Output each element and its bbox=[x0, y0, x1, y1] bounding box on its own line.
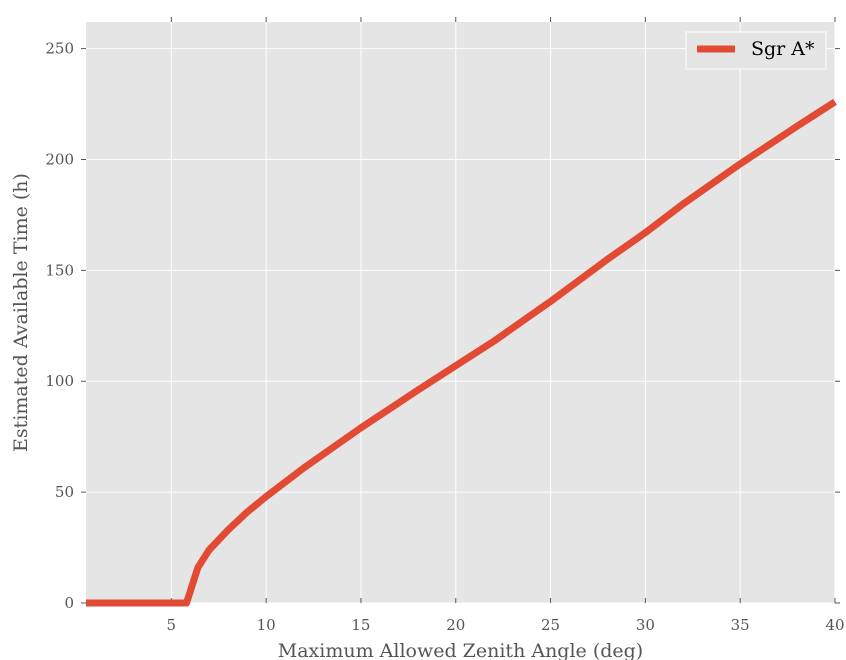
x-tick-label: 35 bbox=[731, 616, 750, 634]
x-tick-label: 20 bbox=[446, 616, 465, 634]
x-tick-label: 30 bbox=[636, 616, 655, 634]
x-tick-label: 15 bbox=[351, 616, 370, 634]
y-axis-label: Estimated Available Time (h) bbox=[10, 173, 32, 452]
y-tick-label: 0 bbox=[64, 594, 74, 612]
tick-labels: 5 10 15 20 25 30 35 40 0 50 100 150 200 250 bbox=[45, 40, 844, 634]
y-tick-label: 200 bbox=[45, 150, 74, 168]
series-layer bbox=[86, 98, 837, 607]
x-tick-label: 10 bbox=[257, 616, 276, 634]
y-tick-label: 50 bbox=[55, 483, 74, 501]
legend: Sgr A* bbox=[685, 31, 827, 70]
x-axis-label: Maximum Allowed Zenith Angle (deg) bbox=[278, 640, 643, 660]
x-tick-label: 5 bbox=[167, 616, 177, 634]
axis-ticks bbox=[81, 17, 840, 604]
legend-label: Sgr A* bbox=[751, 38, 815, 60]
y-tick-label: 100 bbox=[45, 372, 74, 390]
x-tick-label: 25 bbox=[541, 616, 560, 634]
plot-background bbox=[86, 22, 835, 603]
y-tick-label: 250 bbox=[45, 40, 74, 58]
y-tick-label: 150 bbox=[45, 261, 74, 279]
series-line bbox=[86, 98, 837, 607]
x-tick-label: 40 bbox=[825, 616, 844, 634]
